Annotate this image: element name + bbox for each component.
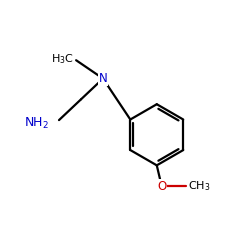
Text: O: O [157,180,166,192]
Text: H$_3$C: H$_3$C [51,52,74,66]
Text: CH$_3$: CH$_3$ [188,179,210,193]
Text: N: N [98,72,108,85]
Text: NH$_2$: NH$_2$ [24,116,49,131]
